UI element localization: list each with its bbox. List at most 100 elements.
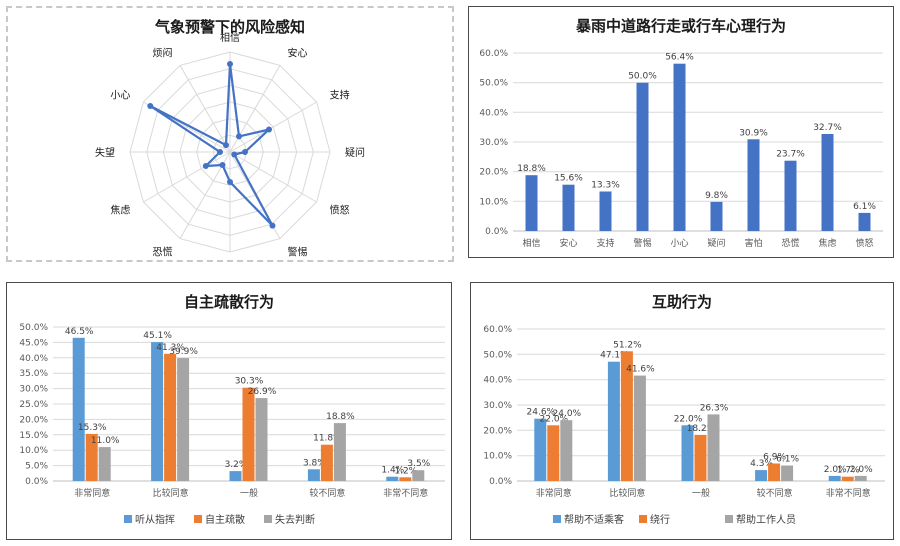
bar (858, 212, 871, 231)
data-label: 15.3% (78, 423, 107, 433)
y-tick-label: 0.0% (489, 477, 512, 487)
bar (412, 470, 425, 481)
data-label: 45.1% (143, 331, 172, 341)
x-tick-label: 焦虑 (818, 237, 836, 249)
y-tick-label: 20.0% (479, 168, 508, 178)
bar (562, 184, 575, 231)
legend-label: 绕行 (650, 513, 670, 526)
radar-point (266, 126, 272, 133)
data-label: 18.8% (326, 412, 355, 422)
road-behavior-bar-chart: 暴雨中道路行走或行车心理行为 0.0% 10.0% 20.0% 30.0% 40.0% 5… (479, 17, 883, 249)
data-label: 30.9% (739, 128, 768, 138)
y-tick-label: 60.0% (483, 325, 512, 335)
x-tick-label: 非常同意 (536, 487, 572, 499)
radar-point (242, 149, 248, 155)
data-label: 3.5% (407, 459, 430, 469)
data-label: 26.3% (700, 403, 729, 413)
y-tick-label: 0.0% (25, 477, 48, 487)
road-behavior-chart-panel: 暴雨中道路行走或行车心理行为 0.0% 10.0% 20.0% 30.0% 40.0% 5… (468, 6, 894, 258)
chart-title: 自主疏散行为 (184, 293, 274, 311)
data-label: 41.6% (626, 365, 655, 375)
data-label: 18.8% (517, 164, 546, 174)
y-tick-label: 40.0% (479, 108, 508, 118)
data-label: 3.8% (303, 458, 326, 468)
x-tick-label: 比较同意 (153, 487, 189, 499)
y-tick-label: 45.0% (19, 338, 48, 348)
x-tick-label: 支持 (596, 237, 614, 249)
legend-label: 帮助工作人员 (736, 513, 796, 526)
radar-point (227, 61, 233, 67)
bar (399, 477, 412, 481)
y-tick-label: 15.0% (19, 431, 48, 441)
bar (386, 476, 399, 481)
bar (85, 433, 98, 481)
data-label: 23.7% (776, 150, 805, 160)
radar-point (217, 149, 223, 155)
radar-point (269, 222, 276, 229)
y-tick-label: 50.0% (479, 79, 508, 89)
radar-category-label: 焦虑 (110, 204, 130, 217)
bar (784, 160, 797, 231)
data-label: 39.9% (169, 347, 198, 357)
bar (673, 63, 686, 232)
y-tick-label: 40.0% (19, 354, 48, 364)
radar-point (202, 163, 209, 169)
data-label: 11.8% (313, 434, 342, 444)
chart-title: 暴雨中道路行走或行车心理行为 (576, 17, 786, 35)
radar-chart: 气象预警下的风险感知 相信安心支持疑问愤怒警惕害怕恐慌焦虑失望小心烦闷 (95, 18, 365, 259)
x-tick-label: 非常不同意 (826, 487, 871, 499)
y-tick-label: 10.0% (479, 197, 508, 207)
x-tick-label: 相信 (522, 237, 540, 249)
x-tick-label: 非常同意 (74, 487, 110, 499)
y-tick-label: 50.0% (483, 350, 512, 360)
data-label: 56.4% (665, 53, 694, 63)
data-label: 32.7% (813, 123, 842, 133)
bar (98, 447, 111, 481)
radar-category-label: 相信 (220, 31, 240, 44)
radar-category-label: 恐慌 (153, 247, 173, 259)
y-tick-label: 5.0% (25, 462, 48, 472)
bar (547, 425, 560, 481)
bar (151, 342, 164, 481)
radar-point (231, 151, 238, 158)
x-tick-label: 警惕 (633, 237, 651, 249)
y-tick-label: 30.0% (19, 385, 48, 395)
y-tick-label: 10.0% (19, 446, 48, 456)
x-tick-label: 一般 (240, 487, 258, 499)
radar-series-line (149, 62, 274, 227)
data-label: 2.0% (824, 465, 847, 475)
radar-point (147, 103, 154, 109)
legend-label: 帮助不适乘客 (564, 513, 624, 526)
legend-swatch (553, 515, 561, 523)
bar (828, 475, 841, 481)
radar-spoke (229, 151, 317, 203)
data-label: 2.0% (850, 465, 873, 475)
x-tick-label: 恐慌 (781, 237, 799, 249)
radar-category-label: 失望 (95, 146, 115, 159)
data-label: 1.2% (394, 466, 417, 476)
y-tick-label: 25.0% (19, 400, 48, 410)
radar-category-label: 疑问 (345, 146, 365, 159)
radar-spoke (179, 65, 231, 153)
y-tick-label: 50.0% (19, 323, 48, 333)
y-tick-label: 20.0% (483, 426, 512, 436)
bar (307, 469, 320, 481)
bar (534, 418, 547, 481)
legend-swatch (639, 515, 647, 523)
bar (747, 139, 760, 231)
evacuation-chart-panel: 自主疏散行为 0.0% 5.0% 10.0% 15.0% 20.0% 25.0% 30.0%… (6, 282, 452, 540)
radar-point (236, 133, 242, 140)
bar (72, 337, 85, 481)
bar (255, 398, 268, 481)
bar (636, 82, 649, 231)
x-tick-label: 较不同意 (757, 487, 793, 499)
radar-point (227, 179, 233, 185)
x-tick-label: 疑问 (707, 237, 725, 249)
x-tick-label: 非常不同意 (383, 487, 428, 499)
data-label: 1.4% (381, 466, 404, 476)
data-label: 24.0% (553, 409, 582, 419)
data-label: 6.9% (763, 453, 786, 463)
bar (620, 351, 633, 481)
legend-label: 听从指挥 (135, 513, 175, 526)
radar-category-label: 支持 (330, 89, 350, 102)
